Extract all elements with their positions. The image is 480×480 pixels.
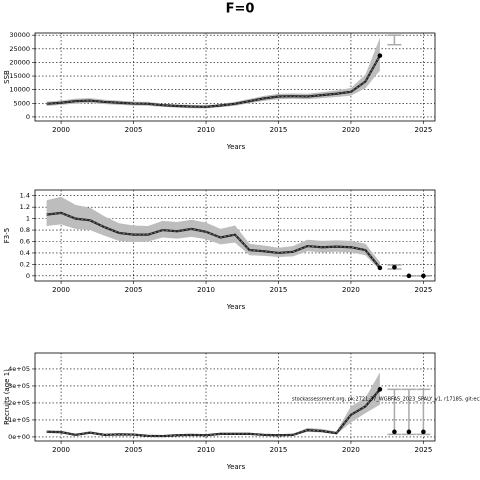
x-tick-label: 2025	[414, 446, 432, 454]
x-axis-label: Years	[226, 143, 246, 151]
y-tick-label: 30000	[9, 31, 30, 39]
projection-point	[392, 264, 397, 270]
y-tick-label: 4e+05	[8, 365, 30, 373]
x-tick-label: 2015	[270, 126, 288, 134]
y-axis-label: SSB	[3, 70, 11, 84]
estimate-line-dash	[46, 212, 381, 269]
estimate-line-dash	[46, 389, 381, 437]
y-axis-label: Recruits (age 1)	[3, 369, 11, 425]
plot-frame	[34, 189, 436, 282]
plot-frame	[34, 32, 436, 122]
y-tick-label: 0.4	[20, 249, 30, 257]
x-axis-label: Years	[226, 303, 246, 311]
x-tick-label: 2005	[125, 446, 143, 454]
y-tick-label: 1e+05	[8, 416, 30, 424]
projection-point	[421, 429, 426, 435]
y-tick-label: 0.2	[20, 260, 30, 268]
end-point	[377, 387, 383, 392]
plot-area	[35, 353, 435, 441]
y-tick-label: 15000	[9, 72, 30, 80]
y-tick-label: 10000	[9, 86, 30, 94]
plot-area	[35, 33, 435, 121]
x-axis-label: Years	[226, 463, 246, 471]
y-tick-label: 25000	[9, 45, 30, 53]
x-tick-label: 2020	[342, 286, 360, 294]
projection-point	[392, 429, 397, 435]
y-tick-label: 20000	[9, 58, 30, 66]
projection-point	[421, 273, 426, 279]
estimate-line	[46, 55, 381, 108]
y-tick-label: 1.4	[20, 192, 30, 200]
end-point	[377, 265, 383, 271]
y-tick-label: 3e+05	[8, 382, 30, 390]
annotation: stockassessment.org, pk:2721:37_WGBFAS_2…	[292, 397, 480, 403]
projection-point	[406, 273, 412, 279]
x-tick-label: 2000	[52, 446, 70, 454]
x-tick-label: 2010	[197, 286, 215, 294]
plot-area	[35, 190, 435, 281]
y-tick-label: 0.6	[20, 238, 30, 246]
y-axis-label: F3-5	[3, 228, 11, 243]
x-tick-label: 2020	[342, 126, 360, 134]
x-tick-label: 2025	[414, 126, 432, 134]
x-tick-label: 2010	[197, 446, 215, 454]
x-tick-label: 2000	[52, 126, 70, 134]
y-tick-label: 2e+05	[8, 399, 30, 407]
y-tick-label: 0	[26, 113, 30, 121]
x-tick-label: 2015	[270, 446, 288, 454]
y-tick-label: 0	[26, 272, 30, 280]
chart-title: F=0	[226, 2, 255, 17]
x-tick-label: 2000	[52, 286, 70, 294]
x-tick-label: 2020	[342, 446, 360, 454]
projection-point	[406, 429, 412, 435]
y-tick-label: 1	[26, 215, 30, 223]
y-tick-label: 0.8	[20, 226, 30, 234]
x-tick-label: 2005	[125, 286, 143, 294]
x-tick-label: 2015	[270, 286, 288, 294]
x-tick-label: 2005	[125, 126, 143, 134]
end-point	[377, 53, 383, 58]
plot-frame	[34, 352, 436, 442]
x-tick-label: 2010	[197, 126, 215, 134]
y-tick-label: 0e+00	[8, 433, 30, 441]
y-tick-label: 5000	[13, 99, 30, 107]
y-tick-label: 1.2	[20, 203, 30, 211]
x-tick-label: 2025	[414, 286, 432, 294]
